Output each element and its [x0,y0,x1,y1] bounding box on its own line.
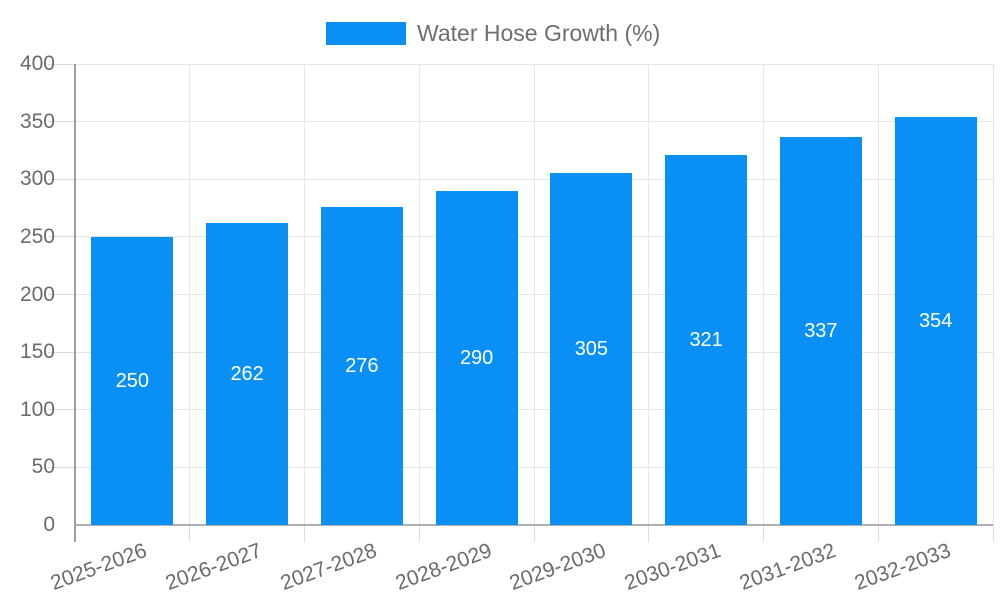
bar-2025-2026[interactable] [91,236,174,525]
y-axis-tick [48,409,75,411]
y-tick-label: 150 [19,340,55,364]
gridline-v [992,64,994,525]
x-axis-tick [877,525,879,542]
y-tick-label: 400 [19,52,55,75]
y-axis-tick [48,294,75,295]
gridline-v [418,64,420,525]
y-axis-tick [48,466,75,468]
legend-swatch[interactable] [326,22,406,45]
y-tick-label: 100 [19,397,55,421]
y-tick-label: 200 [19,282,55,306]
x-axis-tick [304,525,305,542]
y-axis-tick [48,236,75,238]
gridline-v [648,64,650,525]
y-tick-label: 50 [31,455,55,479]
gridline-v [304,64,305,525]
gridline-v [533,64,535,525]
bar-2029-2030[interactable] [550,173,633,525]
bar-2031-2032[interactable] [779,136,862,525]
x-axis-tick [189,525,191,542]
y-tick-label: 250 [19,224,55,248]
gridline-v [189,64,191,525]
y-axis-tick [48,63,75,65]
y-tick-label: 350 [19,109,55,133]
bar-2032-2033[interactable] [894,117,977,525]
x-axis-line [75,524,993,526]
x-axis-tick [533,525,535,542]
gridline-v [763,64,764,525]
x-axis-tick [418,525,420,542]
legend[interactable]: Water Hose Growth (%) [326,20,660,47]
legend-label: Water Hose Growth (%) [417,20,661,46]
y-tick-label: 0 [43,513,55,536]
bar-2030-2031[interactable] [665,155,748,525]
y-axis-tick [48,351,75,353]
x-axis-tick [648,525,650,542]
plot-area: 0 50 100 150 200 250 300 350 400 250 2025-2026 262 2… [20,52,994,595]
gridline-v [877,64,879,525]
x-axis-tick [763,525,764,542]
bar-2027-2028[interactable] [320,206,403,525]
bar-2026-2027[interactable] [206,223,289,525]
bar-2028-2029[interactable] [435,190,518,525]
y-axis-tick [48,121,75,123]
x-axis-tick [992,525,994,542]
y-axis-tick [48,178,75,180]
y-tick-label: 300 [19,167,55,191]
y-axis-line [74,64,76,542]
